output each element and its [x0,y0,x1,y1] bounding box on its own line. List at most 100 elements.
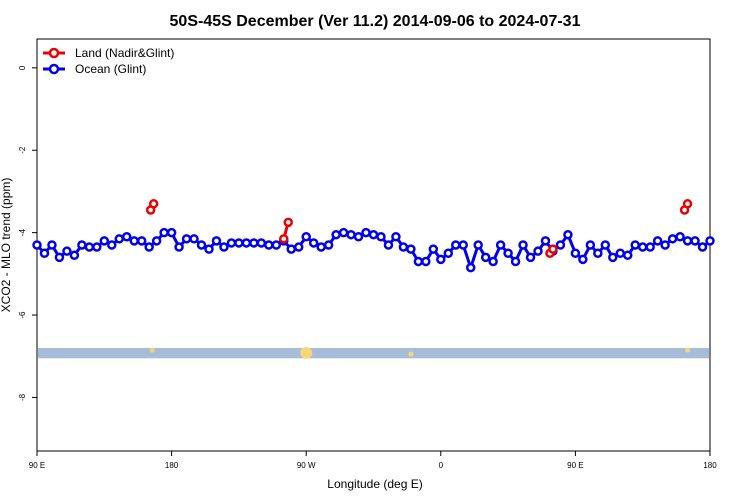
y-tick-label: 0 [18,65,27,70]
land-marker [149,347,155,353]
data-point-ocean [458,240,468,250]
data-point-ocean [690,236,700,246]
data-point-ocean [503,248,513,258]
data-point-ocean [428,244,439,254]
data-point-ocean [196,240,207,250]
data-point-ocean [47,240,57,250]
data-point-land [148,199,159,209]
data-point-ocean [107,240,117,250]
land-band-layer [38,346,709,359]
y-axis-ticks: 0 -2 -4 -6 -8 [18,65,37,401]
data-point-ocean [293,242,304,252]
data-point-ocean [705,236,715,246]
data-point-ocean [518,240,528,250]
y-tick-label: -2 [18,146,27,154]
data-point-ocean [331,229,341,240]
y-tick-label: -6 [18,311,27,319]
land-marker [300,346,313,359]
x-tick-label: 180 [703,461,717,470]
data-point-ocean [555,240,566,250]
data-point-ocean [630,240,640,250]
legend-land-label: Land (Nadir&Glint) [75,46,174,60]
data-point-ocean [144,242,154,252]
data-point-ocean [383,240,394,250]
data-point-ocean [181,234,192,244]
data-point-ocean [465,262,476,273]
data-point-ocean [667,234,678,244]
legend-ocean-marker [48,63,60,75]
x-tick-label: 180 [165,461,179,470]
x-axis-label: Longitude (deg E) [327,477,422,491]
data-point-ocean [219,242,229,252]
data-point-ocean [391,232,401,242]
data-point-ocean [62,246,72,256]
data-point-ocean [84,242,95,252]
land-band [38,348,709,359]
data-point-ocean [301,232,311,242]
data-point-ocean [488,256,498,267]
data-point-ocean [256,238,267,248]
data-point-ocean [570,248,581,258]
data-point-land [279,234,289,244]
data-point-ocean [413,256,424,267]
data-point-ocean [495,240,506,250]
data-point-ocean [271,240,282,250]
data-point-ocean [77,240,87,250]
land-marker [685,347,691,353]
data-point-ocean [129,236,139,246]
data-point-ocean [151,236,162,246]
data-point-ocean [136,236,147,246]
data-point-ocean [226,238,237,248]
x-tick-label: 90 E [29,461,45,470]
data-point-ocean [189,234,199,244]
data-point-ocean [443,248,454,258]
data-point-ocean [264,240,274,250]
data-point-ocean [637,242,648,252]
series-layer [32,199,715,273]
land-marker [408,351,414,357]
data-point-ocean [234,238,244,248]
data-point-ocean [682,236,693,246]
data-point-ocean [316,242,326,252]
data-point-ocean [697,242,708,252]
data-point-ocean [473,240,483,250]
data-point-ocean [286,244,296,254]
data-point-ocean [114,234,125,244]
chart-title: 50S-45S December (Ver 11.2) 2014-09-06 t… [170,13,581,30]
data-point-ocean [54,252,65,263]
data-point-ocean [323,240,334,250]
data-point-ocean [510,256,521,267]
x-axis-ticks: 90 E 180 90 W 0 90 E 180 [29,451,717,470]
data-point-ocean [578,254,588,265]
data-point-ocean [32,240,42,250]
x-tick-label: 0 [439,461,444,470]
data-point-ocean [585,240,596,250]
data-point-ocean [540,236,551,246]
data-point-ocean [525,252,536,263]
data-point-ocean [121,232,132,242]
data-point-ocean [249,238,259,248]
data-point-ocean [652,236,663,246]
data-point-ocean [338,227,349,238]
data-point-ocean [675,232,685,242]
data-point-ocean [593,248,603,258]
data-point-ocean [308,238,319,248]
legend: Land (Nadir&Glint) Ocean (Glint) [43,46,174,76]
data-point-ocean [533,246,543,256]
legend-ocean-label: Ocean (Glint) [75,62,146,76]
data-point-ocean [204,244,214,254]
data-point-ocean [39,248,50,258]
data-point-ocean [406,244,416,254]
y-axis-label: XCO2 - MLO trend (ppm) [0,178,13,313]
data-point-land [283,217,294,228]
data-point-ocean [69,250,80,261]
data-point-ocean [660,240,670,250]
data-point-ocean [615,248,626,258]
data-point-ocean [241,238,252,248]
data-point-ocean [645,242,655,252]
data-point-ocean [608,252,618,263]
data-point-land [548,244,558,254]
data-point-ocean [361,227,371,238]
x-tick-label: 90 W [297,461,316,470]
